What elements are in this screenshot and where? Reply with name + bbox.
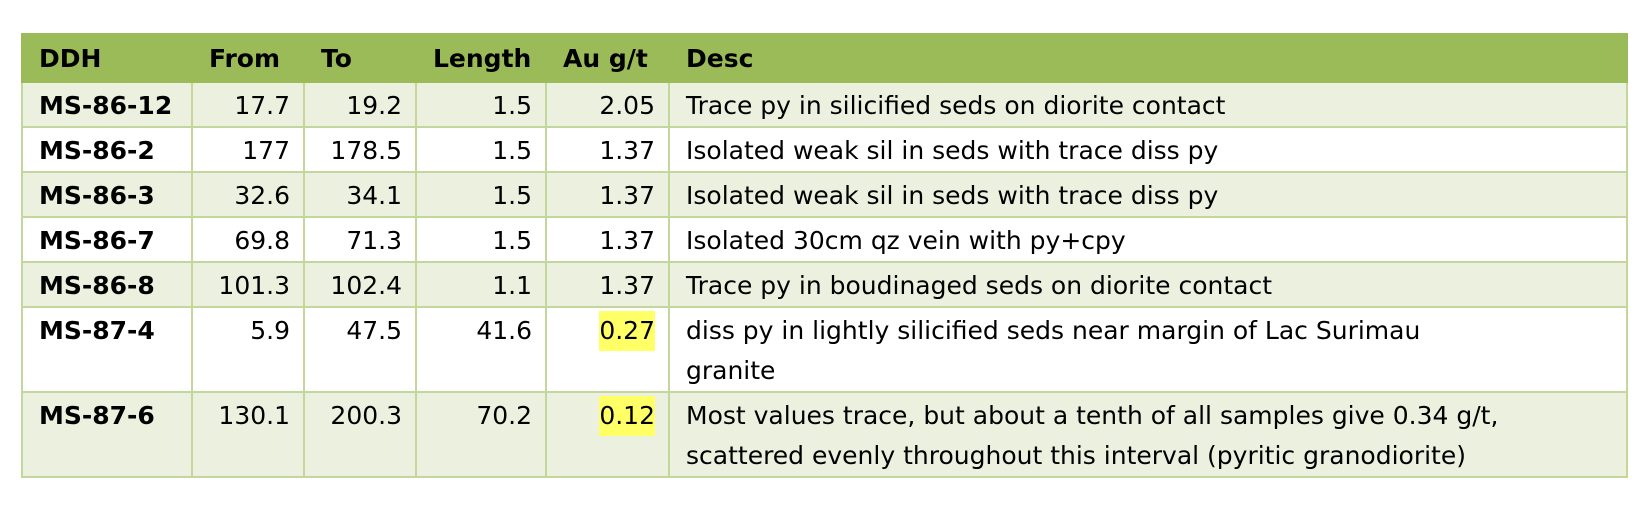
header-length: Length [415, 33, 547, 83]
cell-to: 34.1 [303, 171, 417, 218]
cell-au: 1.37 [545, 171, 670, 218]
desc-line: granite [686, 356, 776, 385]
header-au: Au g/t [545, 33, 670, 83]
drill-results-table: DDH From To Length Au g/t Desc MS-86-12 1… [21, 33, 1628, 478]
cell-au: 0.27 [545, 306, 670, 393]
table-row: MS-86-3 32.6 34.1 1.5 1.37 Isolated weak sil … [21, 171, 1628, 218]
cell-length: 1.5 [415, 216, 547, 263]
au-value: 1.37 [599, 226, 655, 255]
au-value: 1.37 [599, 181, 655, 210]
desc-line: Trace py in silicified seds on diorite c… [686, 91, 1226, 120]
cell-to: 47.5 [303, 306, 417, 393]
table-row: MS-86-2 177 178.5 1.5 1.37 Isolated weak sil … [21, 126, 1628, 173]
cell-au: 1.37 [545, 216, 670, 263]
cell-au: 1.37 [545, 261, 670, 308]
cell-desc: Trace py in silicified seds on diorite c… [668, 81, 1628, 128]
table-row: MS-86-7 69.8 71.3 1.5 1.37 Isolated 30cm qz v… [21, 216, 1628, 263]
table-row: MS-86-12 17.7 19.2 1.5 2.05 Trace py in silic… [21, 81, 1628, 128]
header-row: DDH From To Length Au g/t Desc [21, 33, 1628, 83]
cell-ddh: MS-86-8 [21, 261, 193, 308]
header-desc: Desc [668, 33, 1628, 83]
cell-ddh: MS-86-12 [21, 81, 193, 128]
table-row: MS-86-8 101.3 102.4 1.1 1.37 Trace py in boud… [21, 261, 1628, 308]
au-value: 0.12 [599, 396, 655, 436]
header-ddh: DDH [21, 33, 193, 83]
cell-length: 1.1 [415, 261, 547, 308]
cell-to: 71.3 [303, 216, 417, 263]
desc-line: Trace py in boudinaged seds on diorite c… [686, 271, 1273, 300]
cell-length: 1.5 [415, 171, 547, 218]
cell-to: 178.5 [303, 126, 417, 173]
cell-to: 19.2 [303, 81, 417, 128]
cell-from: 5.9 [191, 306, 305, 393]
cell-ddh: MS-86-2 [21, 126, 193, 173]
cell-ddh: MS-87-4 [21, 306, 193, 393]
cell-au: 2.05 [545, 81, 670, 128]
cell-desc: Isolated weak sil in seds with trace dis… [668, 126, 1628, 173]
au-value: 2.05 [599, 91, 655, 120]
cell-desc: Trace py in boudinaged seds on diorite c… [668, 261, 1628, 308]
cell-length: 41.6 [415, 306, 547, 393]
cell-desc: Isolated weak sil in seds with trace dis… [668, 171, 1628, 218]
header-from: From [191, 33, 305, 83]
cell-length: 1.5 [415, 81, 547, 128]
cell-from: 177 [191, 126, 305, 173]
desc-line: Isolated weak sil in seds with trace dis… [686, 181, 1219, 210]
header-to: To [303, 33, 417, 83]
desc-line: Isolated 30cm qz vein with py+cpy [686, 226, 1126, 255]
cell-from: 32.6 [191, 171, 305, 218]
cell-length: 70.2 [415, 391, 547, 478]
cell-ddh: MS-87-6 [21, 391, 193, 478]
cell-from: 101.3 [191, 261, 305, 308]
cell-from: 69.8 [191, 216, 305, 263]
cell-to: 102.4 [303, 261, 417, 308]
cell-desc: Isolated 30cm qz vein with py+cpy [668, 216, 1628, 263]
cell-desc: Most values trace, but about a tenth of … [668, 391, 1628, 478]
au-value: 1.37 [599, 271, 655, 300]
desc-line: Isolated weak sil in seds with trace dis… [686, 136, 1219, 165]
table-row: MS-87-4 5.9 47.5 41.6 0.27 diss py in lightly… [21, 306, 1628, 393]
desc-line: diss py in lightly silicified seds near … [686, 316, 1421, 345]
cell-from: 17.7 [191, 81, 305, 128]
cell-desc: diss py in lightly silicified seds near … [668, 306, 1628, 393]
cell-au: 1.37 [545, 126, 670, 173]
cell-ddh: MS-86-7 [21, 216, 193, 263]
au-value: 1.37 [599, 136, 655, 165]
cell-ddh: MS-86-3 [21, 171, 193, 218]
desc-line: Most values trace, but about a tenth of … [686, 401, 1499, 430]
cell-au: 0.12 [545, 391, 670, 478]
cell-to: 200.3 [303, 391, 417, 478]
cell-from: 130.1 [191, 391, 305, 478]
au-value: 0.27 [599, 311, 655, 351]
table-body: MS-86-12 17.7 19.2 1.5 2.05 Trace py in silic… [21, 81, 1628, 478]
table-row: MS-87-6 130.1 200.3 70.2 0.12 Most values tra… [21, 391, 1628, 478]
desc-line: scattered evenly throughout this interva… [686, 441, 1466, 470]
cell-length: 1.5 [415, 126, 547, 173]
